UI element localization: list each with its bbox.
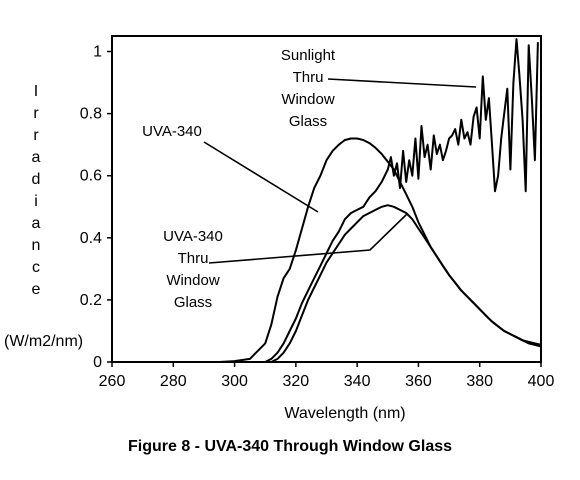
y-axis-label-letter: n [32,237,41,254]
y-tick-label: 0.8 [80,106,102,123]
y-axis-label-letter: e [32,281,41,298]
annotation-label: Thru [293,69,324,86]
annotation-label: UVA-340 [142,123,202,140]
annotation-label: Glass [174,294,212,311]
y-axis-label-letter: a [32,149,41,166]
x-tick-label: 380 [466,373,493,390]
plot-frame [111,35,542,363]
y-axis-label-letter: I [34,83,38,100]
chart-axes: 260 280 300 320 340 360 380 400 0 0.2 0.4 0.6 0.8 1 [80,35,555,390]
x-axis-label: Wavelength (nm) [284,405,405,422]
x-tick-label: 400 [528,373,555,390]
y-axis-label-letter: r [33,127,39,144]
y-axis-label-letter: d [32,171,41,188]
x-tick-label: 320 [283,373,310,390]
annotation-label: Thru [178,250,209,267]
annotation-label: Sunlight [281,47,336,64]
annotation-label: Window [281,91,335,108]
y-axis-unit: (W/m2/nm) [4,333,83,350]
x-tick-label: 360 [405,373,432,390]
chart-series [219,38,542,363]
figure-caption: Figure 8 - UVA-340 Through Window Glass [127,438,453,455]
x-tick-label: 280 [160,373,187,390]
y-axis-label-letter: r [33,105,39,122]
y-tick-label: 0 [93,354,102,371]
y-axis-label-letter: a [32,215,41,232]
irradiance-chart: 260 280 300 320 340 360 380 400 0 0.2 0.4 0.6 0.8 1 U… [4,35,555,422]
series-line-sunlight-thru-window-glass [264,38,539,363]
y-tick-label: 1 [93,44,102,61]
x-tick-label: 260 [99,373,126,390]
series-line-uva-340-thru-window-glass [270,204,542,363]
y-axis-label-letter: c [32,259,40,276]
annotation-leader-line [203,141,319,213]
chart-annotations: UVA-340 Sunlight Thru Window Glass UVA-340 Thr… [142,47,477,311]
annotation-label: UVA-340 [163,228,223,245]
y-tick-label: 0.2 [80,292,102,309]
annotation-label: Window [166,272,220,289]
y-tick-label: 0.4 [80,230,102,247]
y-axis-label-letter: i [34,193,38,210]
annotation-label: Glass [289,113,327,130]
x-tick-label: 340 [344,373,371,390]
y-tick-label: 0.6 [80,168,102,185]
annotation-leader-line [208,213,408,264]
annotation-leader-line [327,78,477,88]
series-line-uva-340 [219,137,542,363]
x-tick-label: 300 [221,373,248,390]
